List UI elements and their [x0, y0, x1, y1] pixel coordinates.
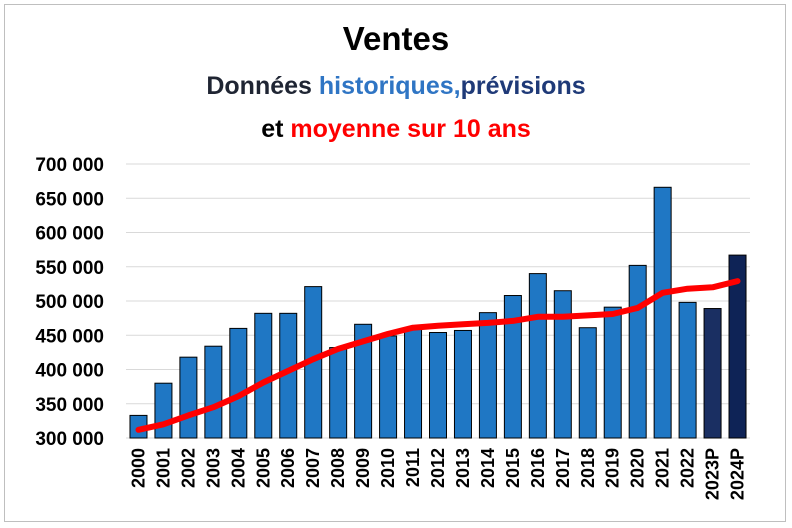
bar-2002	[179, 356, 198, 439]
subtitle-average: moyenne sur 10 ans	[290, 115, 531, 143]
bar-2020	[628, 264, 647, 439]
bar-2021	[653, 186, 672, 439]
average-line-group	[135, 278, 741, 433]
x-tick-label: 2003	[203, 448, 223, 488]
subtitle-prefix: Données	[206, 72, 312, 100]
x-tick-label: 2024P	[728, 448, 748, 500]
x-tick-label: 2012	[428, 448, 448, 488]
x-tick-label: 2002	[178, 448, 198, 488]
bar-2019	[603, 306, 622, 439]
x-tick-label: 2014	[478, 448, 498, 488]
bar-2015	[503, 295, 522, 439]
bar-2016	[528, 273, 547, 439]
chart-frame	[4, 4, 786, 522]
x-tick-label: 2019	[603, 448, 623, 488]
average-line	[135, 278, 741, 433]
y-tick-label: 300 000	[35, 429, 104, 450]
bar-2011	[404, 327, 423, 439]
bar-2010	[379, 335, 398, 439]
y-tick-label: 500 000	[35, 292, 104, 313]
x-tick-label: 2007	[303, 448, 323, 488]
x-tick-label: 2023P	[703, 448, 723, 500]
y-tick-label: 700 000	[35, 155, 104, 176]
y-axis-ticks: 300 000 350 000 400 000 450 000 500 000 550 0…	[35, 155, 104, 450]
bar-2018	[578, 327, 597, 439]
bar-2004	[229, 327, 248, 439]
y-tick-label: 400 000	[35, 361, 104, 382]
x-tick-label: 2013	[453, 448, 473, 488]
subtitle-and: et	[261, 115, 284, 143]
y-tick-label: 600 000	[35, 224, 104, 245]
bar-2003	[204, 345, 223, 439]
x-tick-label: 2004	[228, 448, 248, 488]
x-tick-label: 2015	[503, 448, 523, 488]
x-tick-label: 2020	[628, 448, 648, 488]
x-tick-label: 2017	[553, 448, 573, 488]
x-tick-label: 2009	[353, 448, 373, 488]
x-axis-ticks: 2000 2001 2002 2003 2004 2005 2006 2007 2008 2009…	[128, 448, 747, 500]
chart-title: Ventes	[342, 20, 450, 57]
x-tick-label: 2000	[128, 448, 148, 488]
bar-2024P	[728, 254, 747, 439]
bar-2008	[329, 347, 348, 439]
bar-2023P	[703, 308, 722, 439]
subtitle-forecast: prévisions	[460, 72, 586, 100]
bar-2012	[429, 332, 447, 439]
y-tick-label: 550 000	[35, 258, 104, 279]
x-tick-label: 2018	[578, 448, 598, 488]
x-tick-label: 2022	[678, 448, 698, 488]
bar-2022	[678, 301, 697, 439]
x-tick-label: 2010	[378, 448, 398, 488]
x-tick-label: 2021	[653, 448, 673, 488]
x-tick-label: 2008	[328, 448, 348, 488]
bar-2005	[254, 312, 273, 439]
chart-subtitle-line2: et moyenne sur 10 ans	[0, 115, 792, 144]
x-tick-label: 2016	[528, 448, 548, 488]
x-tick-label: 2001	[153, 448, 173, 488]
subtitle-historical: historiques,	[318, 72, 461, 100]
y-tick-label: 650 000	[35, 189, 104, 210]
x-tick-label: 2005	[253, 448, 273, 488]
x-tick-label: 2006	[278, 448, 298, 488]
bar-2009	[354, 323, 373, 439]
bar-2014	[478, 312, 497, 439]
chart-subtitle-line1: Données historiques,prévisions	[0, 72, 792, 101]
bar-2001	[154, 382, 173, 439]
x-tick-label: 2011	[403, 448, 423, 487]
y-tick-label: 450 000	[35, 326, 104, 347]
y-tick-label: 350 000	[35, 395, 104, 416]
bar-2017	[553, 290, 572, 439]
bar-2013	[453, 329, 472, 439]
